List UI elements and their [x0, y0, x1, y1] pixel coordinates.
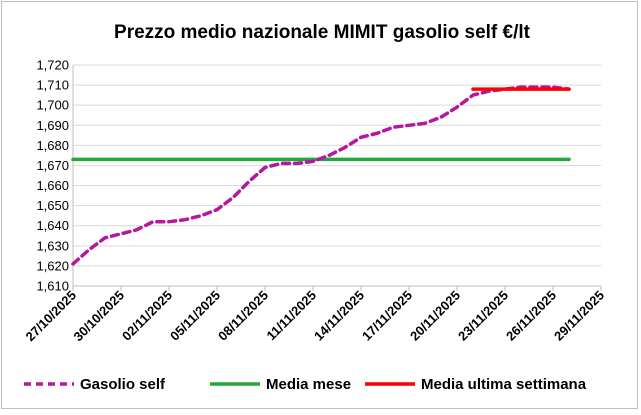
legend-label: Gasolio self	[80, 376, 166, 393]
chart-frame: Prezzo medio nazionale MIMIT gasolio sel…	[1, 1, 638, 409]
y-tick-label: 1,660	[36, 178, 69, 193]
x-tick-label: 23/11/2025	[455, 288, 511, 344]
x-tick-label: 30/10/2025	[70, 288, 127, 345]
chart-title: Prezzo medio nazionale MIMIT gasolio sel…	[114, 22, 531, 43]
y-tick-label: 1,650	[36, 198, 69, 213]
x-tick-label: 17/11/2025	[359, 288, 415, 344]
legend-label: Media mese	[266, 376, 351, 393]
series-line-gasolio-self	[71, 85, 571, 266]
legend: Gasolio self Media mese Media ultima setti…	[24, 376, 587, 393]
y-tick-label: 1,700	[36, 98, 69, 113]
line-chart: Prezzo medio nazionale MIMIT gasolio sel…	[22, 22, 607, 393]
y-tick-label: 1,670	[36, 158, 69, 173]
x-tick-label: 29/11/2025	[551, 288, 607, 344]
x-tick-label: 02/11/2025	[119, 288, 175, 344]
y-tick-label: 1,680	[36, 138, 69, 153]
x-tick-label: 20/11/2025	[407, 288, 463, 344]
series-lines	[71, 85, 571, 266]
x-axis-labels: 27/10/202530/10/202502/11/202505/11/2025…	[22, 288, 607, 345]
x-tick-label: 05/11/2025	[167, 288, 223, 344]
y-tick-label: 1,630	[36, 238, 69, 253]
y-tick-label: 1,640	[36, 218, 69, 233]
y-axis-labels: 1,610 1,620 1,630 1,640 1,650 1,660 1,670 1,680…	[36, 58, 69, 294]
x-tick-label: 27/10/2025	[22, 288, 79, 345]
legend-label: Media ultima settimana	[421, 376, 587, 393]
x-tick-label: 26/11/2025	[503, 288, 559, 344]
y-tick-label: 1,720	[36, 58, 69, 73]
x-tick-label: 08/11/2025	[215, 288, 271, 344]
y-tick-label: 1,610	[36, 279, 69, 294]
y-tick-label: 1,710	[36, 78, 69, 93]
y-tick-label: 1,690	[36, 118, 69, 133]
y-tick-label: 1,620	[36, 258, 69, 273]
grid-lines	[72, 64, 602, 291]
x-tick-label: 14/11/2025	[311, 288, 367, 344]
x-tick-label: 11/11/2025	[264, 288, 320, 344]
